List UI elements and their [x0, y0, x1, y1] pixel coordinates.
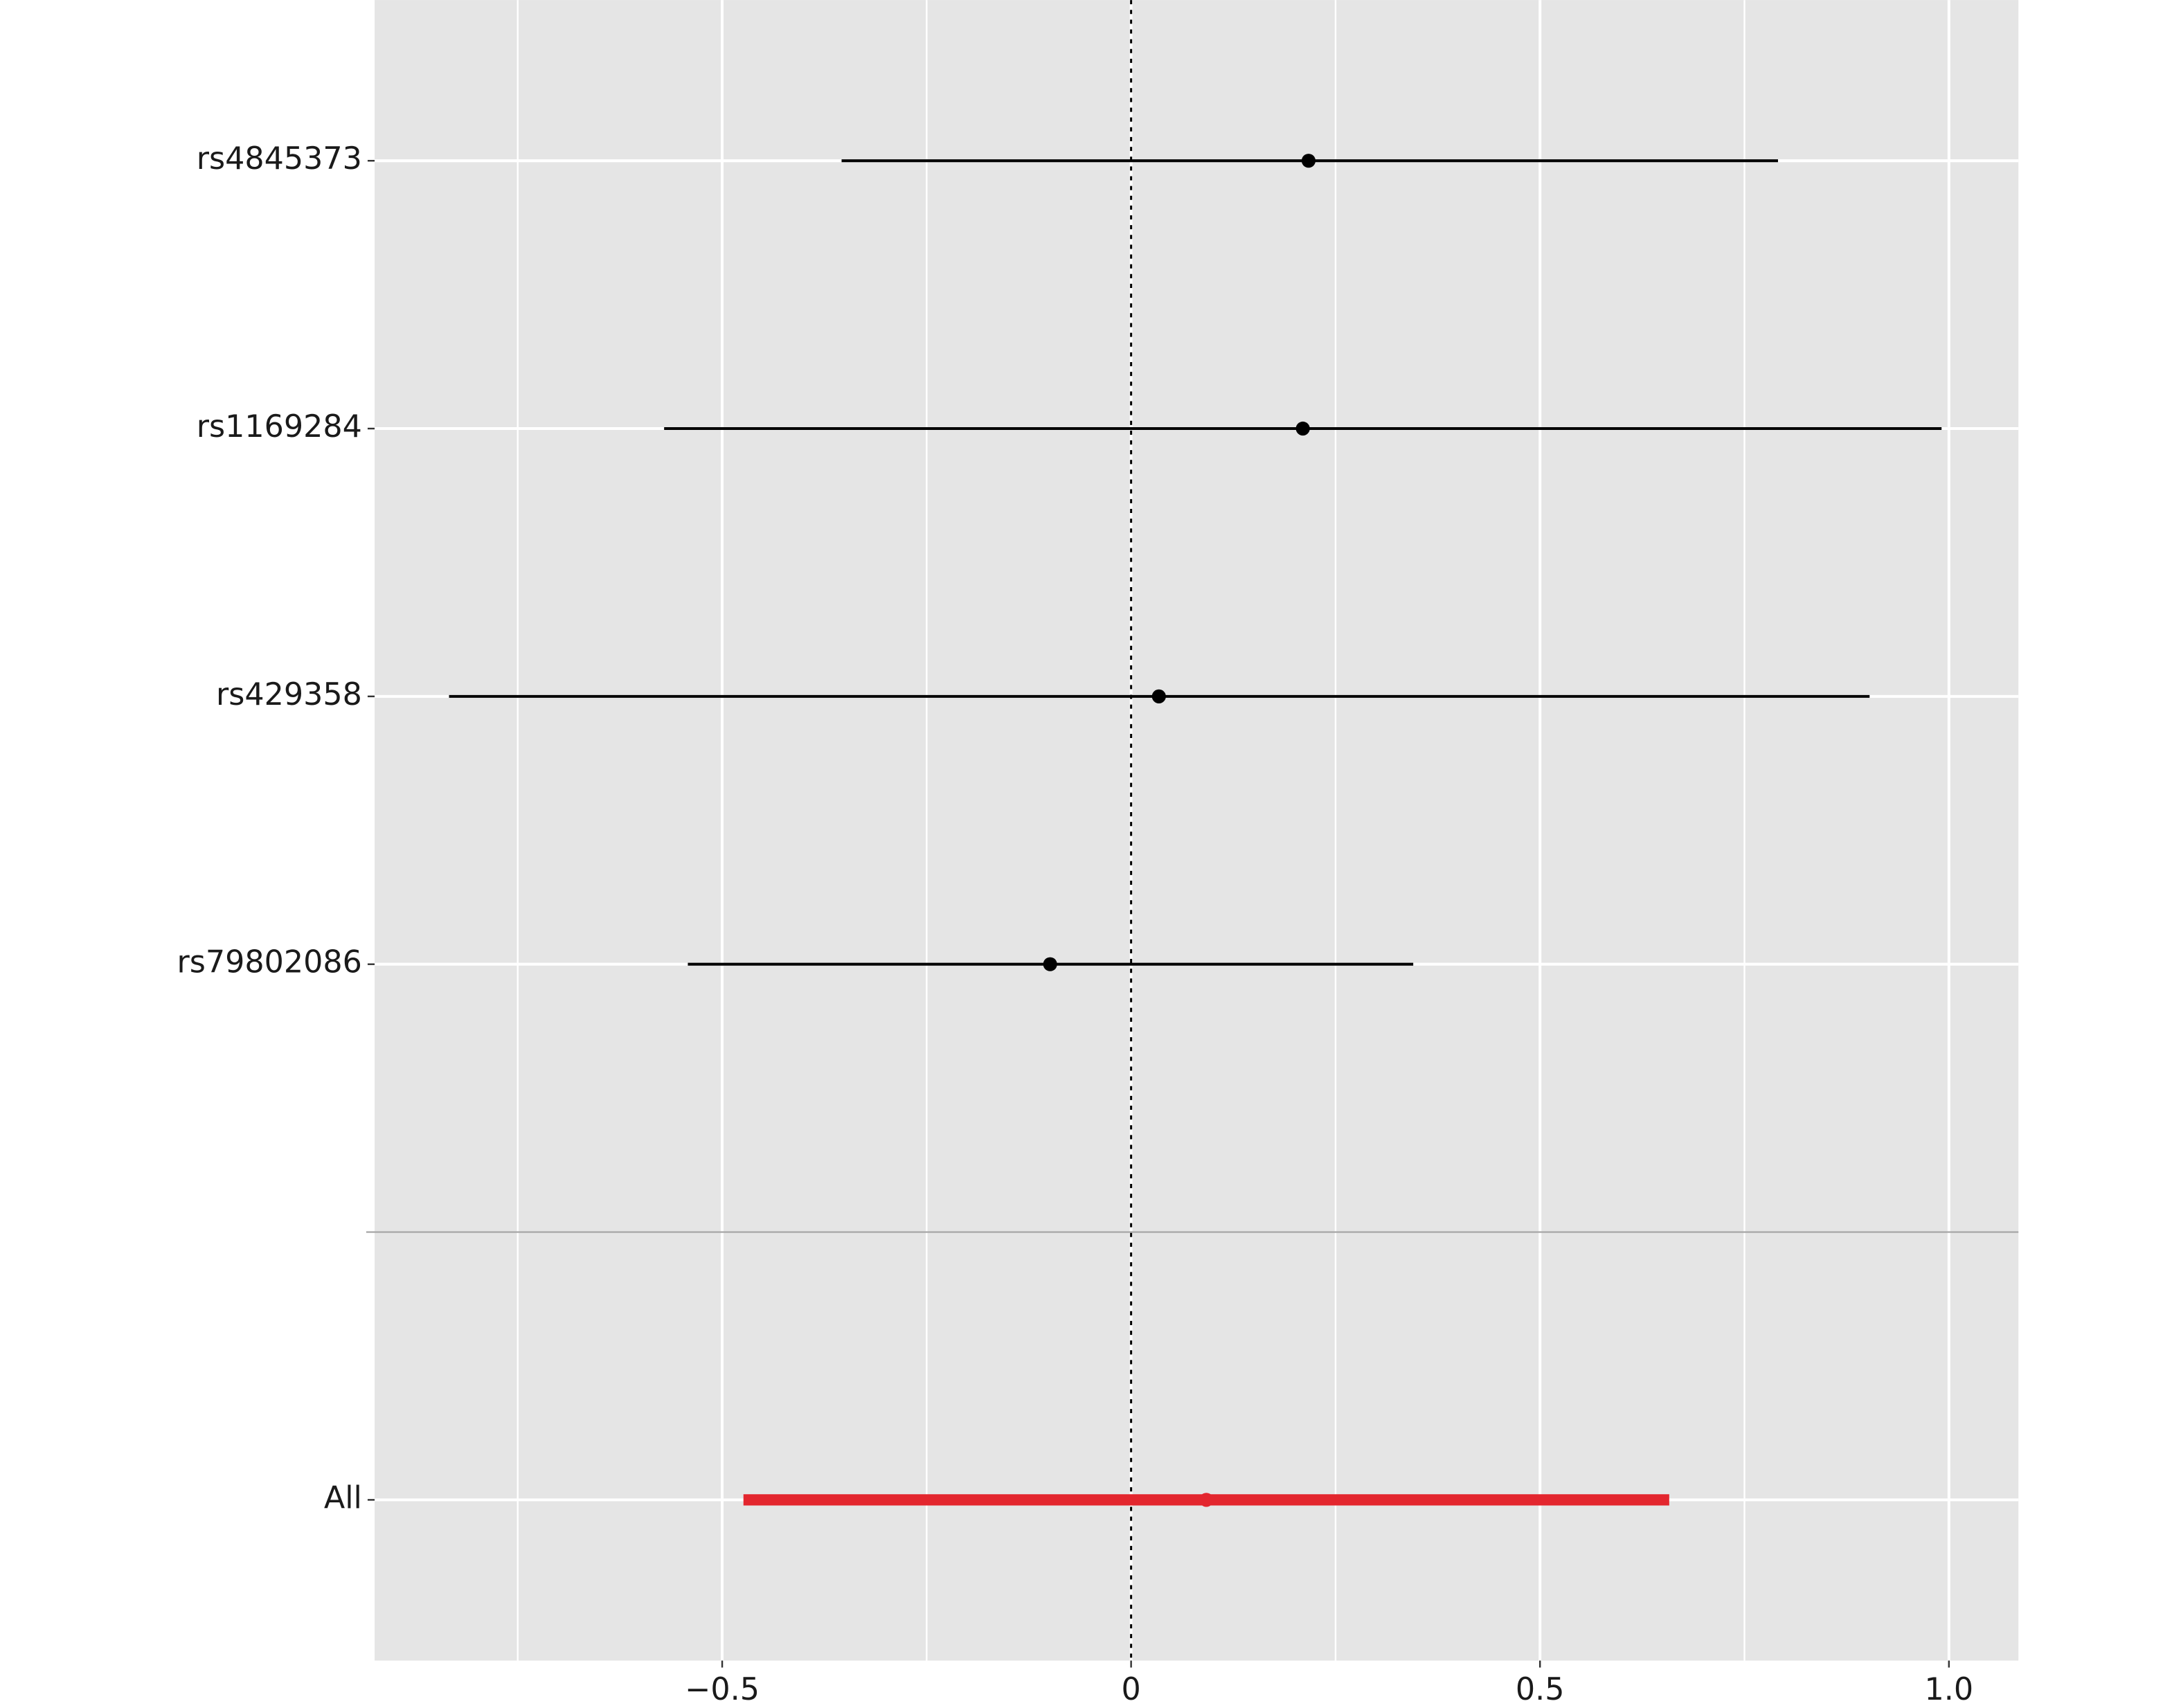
estimate-point: [1295, 421, 1310, 436]
estimate-point: [1199, 1493, 1214, 1507]
plot-background: [375, 0, 2019, 1661]
estimate-point: [1301, 154, 1316, 168]
y-tick-label: rs429358: [216, 677, 362, 712]
estimate-point: [1151, 689, 1166, 703]
x-tick-label: 0: [1122, 1672, 1141, 1707]
y-tick-label: rs1169284: [197, 409, 362, 444]
x-tick-label: 1.0: [1924, 1672, 1973, 1707]
x-tick-label: 0.5: [1516, 1672, 1565, 1707]
x-tick-label: −0.5: [685, 1672, 760, 1707]
y-tick-label: All: [324, 1480, 362, 1516]
y-tick-label: rs79802086: [177, 945, 361, 980]
estimate-point: [1043, 957, 1057, 971]
y-tick-label: rs4845373: [197, 141, 362, 177]
